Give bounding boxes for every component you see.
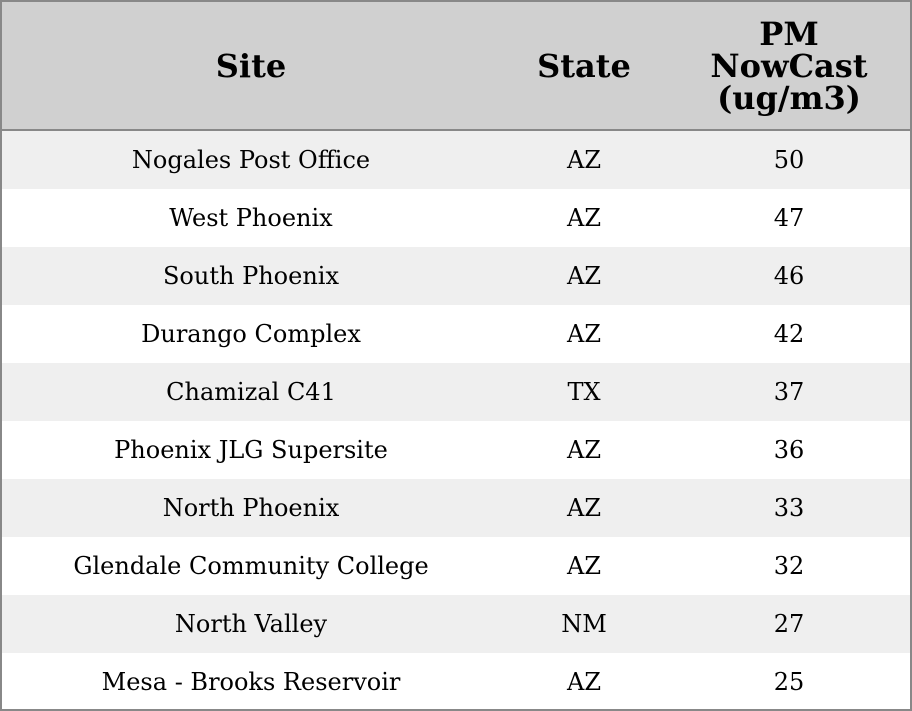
table-row: Glendale Community College AZ 32 xyxy=(2,537,910,595)
table-row: Nogales Post Office AZ 50 xyxy=(2,130,910,189)
table-cell: Durango Complex xyxy=(141,320,361,348)
table-cell: Phoenix JLG Supersite xyxy=(114,436,388,464)
table-cell: AZ xyxy=(566,204,601,232)
table-cell: 33 xyxy=(668,479,910,537)
table-cell: Mesa - Brooks Reservoir xyxy=(101,668,401,696)
table-row: South Phoenix AZ 46 xyxy=(2,247,910,305)
header-cell: Site xyxy=(2,2,500,131)
table-cell: TX xyxy=(500,363,668,421)
table-cell: North Phoenix xyxy=(2,479,500,537)
table-cell: AZ xyxy=(500,479,668,537)
table-cell: 46 xyxy=(668,247,910,305)
table-row: Phoenix JLG Supersite AZ 36 xyxy=(2,421,910,479)
table-cell: Glendale Community College xyxy=(73,552,429,580)
table-row: Mesa - Brooks Reservoir AZ 25 xyxy=(2,653,910,711)
table-cell: AZ xyxy=(566,436,601,464)
table-cell: 47 xyxy=(773,204,805,232)
table-row: West Phoenix AZ 47 xyxy=(2,189,910,247)
header-row: Site State PM NowCast (ug/m3) xyxy=(2,2,910,131)
table-cell: 32 xyxy=(773,552,805,580)
table-cell: AZ xyxy=(500,247,668,305)
table-cell: AZ xyxy=(566,552,601,580)
table-cell: 25 xyxy=(773,668,805,696)
table-cell: Nogales Post Office xyxy=(2,130,500,189)
header-text: PM NowCast (ug/m3) xyxy=(710,14,868,117)
table-cell: 42 xyxy=(773,320,805,348)
table-cell: AZ xyxy=(566,668,601,696)
table-cell: AZ xyxy=(566,320,601,348)
table-row: Chamizal C41 TX 37 xyxy=(2,363,910,421)
table-cell: NM xyxy=(500,595,668,653)
header-cell: PM NowCast (ug/m3) xyxy=(668,2,910,131)
table-cell: 50 xyxy=(668,130,910,189)
table-body: Nogales Post Office AZ 50 West Phoenix AZ 47 S… xyxy=(2,130,910,711)
table-cell: AZ xyxy=(500,130,668,189)
table-row: Durango Complex AZ 42 xyxy=(2,305,910,363)
table-cell: Chamizal C41 xyxy=(2,363,500,421)
table-cell: North Valley xyxy=(2,595,500,653)
table-cell: 36 xyxy=(773,436,805,464)
table-cell: South Phoenix xyxy=(2,247,500,305)
header-cell: State xyxy=(500,2,668,131)
table-row: North Valley NM 27 xyxy=(2,595,910,653)
table-cell: 27 xyxy=(668,595,910,653)
table-cell: West Phoenix xyxy=(169,204,333,232)
table-cell: 37 xyxy=(668,363,910,421)
table-row: North Phoenix AZ 33 xyxy=(2,479,910,537)
